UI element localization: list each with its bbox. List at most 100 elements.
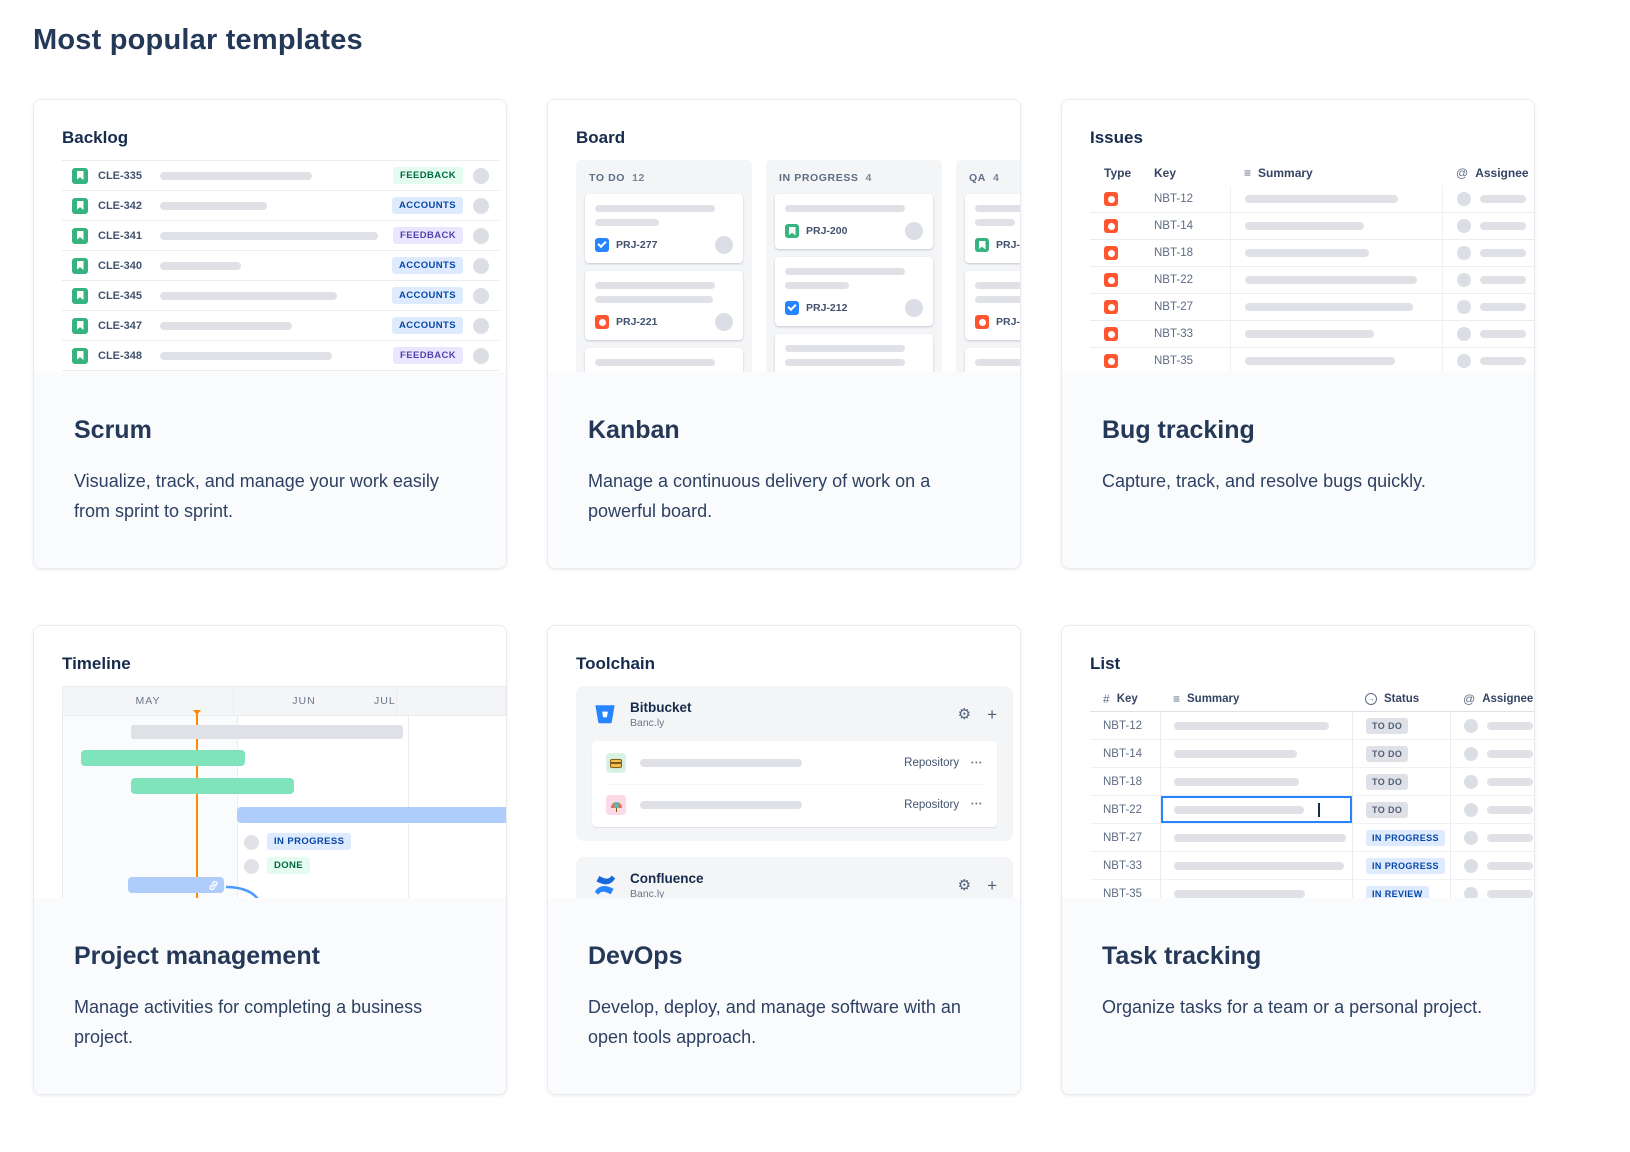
status-cell: TO DO (1352, 796, 1450, 823)
summary-placeholder-bar (1245, 276, 1417, 284)
story-icon (72, 197, 88, 214)
summary-placeholder-bar (160, 321, 292, 330)
type-cell (1090, 321, 1140, 347)
template-card-project-management[interactable]: Timeline MAY JUN JUL (33, 625, 507, 1095)
task-row: NBT-22 TO DO (1090, 796, 1534, 824)
summary-cell (1230, 321, 1442, 347)
scrum-preview: Backlog CLE-335 FEEDBACK CLE-342 (34, 100, 506, 372)
issues-table-header: Type Key ≡ Summary @ Assignee (1090, 160, 1534, 186)
type-cell (1090, 213, 1140, 239)
avatar (1464, 718, 1478, 733)
project-management-title: Project management (74, 942, 320, 970)
text-placeholder-bar (595, 359, 715, 366)
gear-icon: ⚙ (957, 705, 972, 723)
card-footer: PRJ-221 (595, 313, 733, 331)
summary-placeholder-bar (1174, 777, 1299, 786)
assignee-placeholder-bar (1480, 249, 1526, 257)
col-header-key: # Key (1103, 691, 1138, 706)
task-row: NBT-18 TO DO (1090, 768, 1534, 796)
template-card-bug-tracking[interactable]: Issues Type Key ≡ Summary @ Assignee NBT-1… (1061, 99, 1535, 569)
backlog-row-list: CLE-335 FEEDBACK CLE-342 ACCOUNTS (62, 160, 499, 371)
card-bars (595, 359, 733, 372)
column-name: QA (969, 172, 986, 184)
timeline-preview-title: Timeline (62, 654, 131, 673)
text-placeholder-bar (975, 359, 1020, 366)
more-icon: ••• (971, 759, 983, 767)
column-count: 4 (992, 172, 1000, 184)
column-header: TO DO 12 (589, 172, 743, 184)
summary-placeholder-bar (160, 351, 332, 360)
summary-cell (1160, 712, 1352, 739)
summary-placeholder-bar (160, 261, 241, 270)
summary-cell (1160, 824, 1352, 851)
assignee-cell (1450, 740, 1534, 767)
gantt-bar-gray (131, 725, 403, 739)
text-placeholder-bar (785, 205, 905, 212)
issue-type-icon (785, 301, 799, 315)
summary-cell (1230, 348, 1442, 372)
kanban-preview: Board TO DO 12 (548, 100, 1020, 372)
board-column: TO DO 12 (576, 160, 752, 372)
text-cursor[interactable] (1318, 802, 1320, 817)
task-row: NBT-35 IN REVIEW (1090, 880, 1534, 898)
story-icon (72, 347, 88, 364)
summary-placeholder-bar (1174, 861, 1344, 870)
avatar (905, 299, 923, 317)
scrum-text: Scrum Visualize, track, and manage your … (34, 372, 506, 568)
text-placeholder-bar (595, 219, 659, 226)
card-bars (975, 282, 1020, 303)
issue-type-icon (975, 238, 989, 252)
summary-placeholder-bar (1245, 357, 1395, 365)
type-cell (1090, 186, 1140, 212)
assignee-placeholder-bar (1480, 195, 1526, 203)
emoji-glyph (610, 758, 622, 768)
tool-group-header: Confluence Banc.ly ⚙ + (592, 871, 997, 898)
status-badge: TO DO (1366, 773, 1409, 790)
label-badge: FEEDBACK (393, 167, 463, 184)
template-card-scrum[interactable]: Backlog CLE-335 FEEDBACK CLE-342 (33, 99, 507, 569)
avatar (473, 167, 489, 184)
text-placeholder-bar (785, 359, 905, 366)
status-badge: TO DO (1366, 801, 1409, 818)
assignee-cell (1442, 186, 1534, 212)
template-card-task-tracking[interactable]: List # Key ≡ Summary → Status @ Assignee NBT… (1061, 625, 1535, 1095)
bug-icon (1104, 354, 1118, 368)
template-card-kanban[interactable]: Board TO DO 12 (547, 99, 1021, 569)
assignee-cell (1450, 712, 1534, 739)
tool-item-row: Repository ••• (606, 783, 983, 825)
task-row: NBT-12 TO DO (1090, 712, 1534, 740)
card-footer: PRJ-200 (785, 222, 923, 240)
card-footer: PRJ-277 (595, 236, 733, 254)
backlog-row: CLE-345 ACCOUNTS (62, 281, 499, 311)
avatar (1464, 802, 1478, 817)
done-badge: DONE (267, 857, 311, 874)
status-cell: IN PROGRESS (1352, 824, 1450, 851)
assignee-placeholder-bar (1480, 330, 1526, 338)
col-header-summary: ≡ Summary (1244, 166, 1313, 180)
bug-icon (1104, 327, 1118, 341)
backlog-row: CLE-342 ACCOUNTS (62, 191, 499, 221)
gantt-bar-blue-linked (128, 877, 224, 893)
template-card-devops[interactable]: Toolchain Bitbucket Banc.ly (547, 625, 1021, 1095)
key-cell: NBT-22 (1103, 803, 1142, 816)
summary-cell (1160, 880, 1352, 898)
summary-lines-icon: ≡ (1244, 166, 1252, 180)
assignee-cell (1442, 294, 1534, 320)
list-preview-title: List (1090, 654, 1121, 673)
avatar (1457, 300, 1471, 314)
issue-type-icon (595, 238, 609, 252)
item-emoji-icon (606, 753, 626, 774)
issues-preview-title: Issues (1090, 128, 1143, 147)
bug-icon (1104, 192, 1118, 206)
status-badge: TO DO (1366, 745, 1409, 762)
backlog-row: CLE-335 FEEDBACK (62, 161, 499, 191)
summary-placeholder-bar (160, 171, 312, 180)
today-marker-line (193, 710, 201, 898)
key-cell: NBT-12 (1154, 193, 1193, 205)
assignee-cell (1450, 768, 1534, 795)
board-card: PRJ-146 (965, 271, 1020, 340)
dependency-connector (225, 885, 259, 898)
list-preview: List # Key ≡ Summary → Status @ Assignee NBT… (1062, 626, 1534, 898)
issue-type-icon (595, 315, 609, 329)
tool-item-row: Repository ••• (606, 743, 983, 784)
